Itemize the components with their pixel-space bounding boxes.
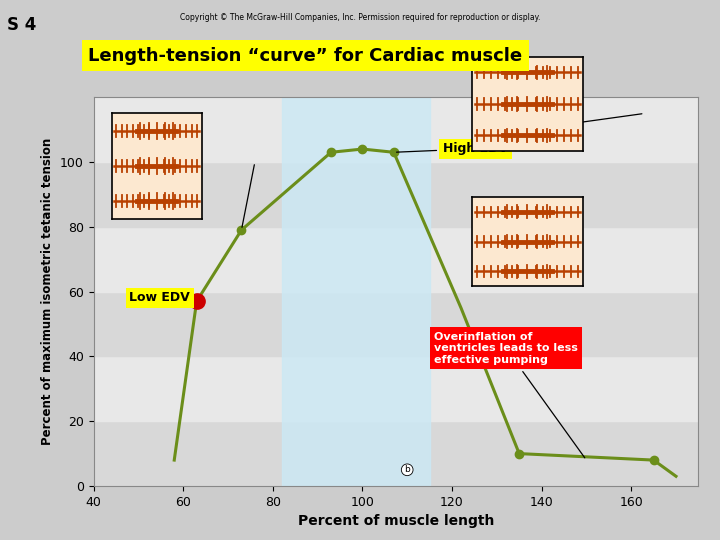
- Bar: [94, 227, 698, 292]
- Text: Copyright © The McGraw-Hill Companies, Inc. Permission required for reproduction: Copyright © The McGraw-Hill Companies, I…: [180, 14, 540, 23]
- Text: High EDV: High EDV: [397, 142, 508, 156]
- Y-axis label: Percent of maximum isometric tetanic tension: Percent of maximum isometric tetanic ten…: [42, 138, 55, 445]
- Text: Overinflation of
ventricles leads to less
effective pumping: Overinflation of ventricles leads to les…: [434, 332, 585, 458]
- Bar: [94, 356, 698, 421]
- Bar: [94, 292, 698, 356]
- Bar: [94, 97, 698, 162]
- Bar: [282, 97, 430, 486]
- Text: S 4: S 4: [7, 16, 37, 34]
- Text: Low EDV: Low EDV: [130, 291, 190, 305]
- X-axis label: Percent of muscle length: Percent of muscle length: [298, 514, 494, 528]
- Text: b: b: [405, 465, 410, 474]
- Text: Length-tension “curve” for Cardiac muscle: Length-tension “curve” for Cardiac muscl…: [89, 47, 522, 65]
- Bar: [94, 162, 698, 227]
- Bar: [94, 421, 698, 486]
